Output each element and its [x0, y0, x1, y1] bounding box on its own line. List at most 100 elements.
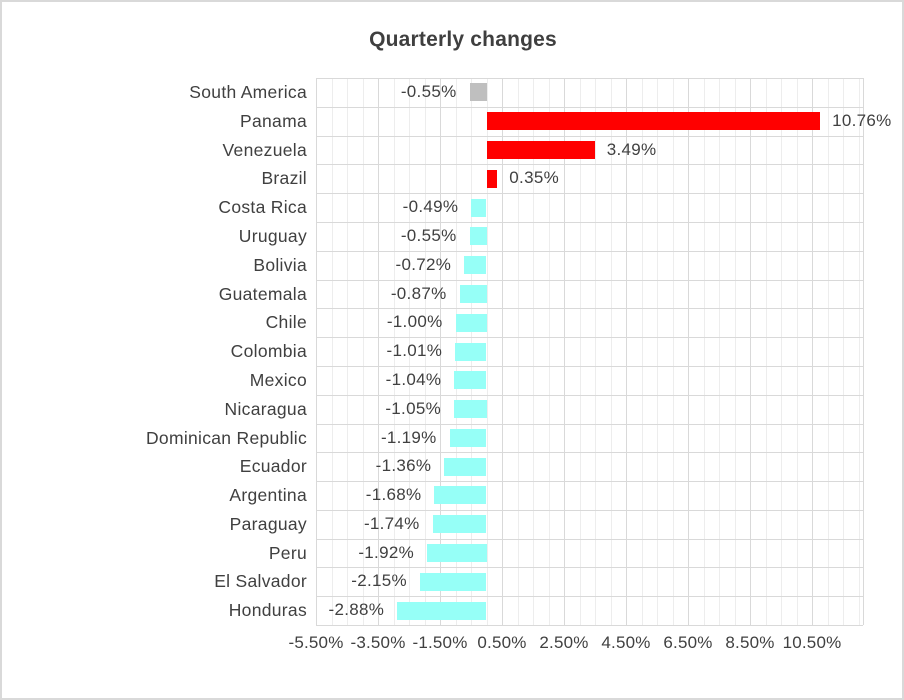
- bar-guatemala[interactable]: [459, 284, 487, 303]
- gridline-row: [316, 308, 863, 310]
- gridline-minor: [347, 78, 348, 625]
- data-label-bolivia: -0.72%: [395, 254, 452, 274]
- gridline-minor: [843, 78, 844, 625]
- data-label-peru: -1.92%: [358, 542, 414, 562]
- gridline-minor: [393, 78, 395, 625]
- gridline-minor: [657, 78, 658, 625]
- category-label-bolivia: Bolivia: [253, 254, 307, 275]
- x-tick-label: 6.50%: [663, 633, 713, 652]
- bar-bolivia[interactable]: [464, 256, 487, 275]
- category-label-south-america: South America: [189, 82, 307, 102]
- gridline-minor: [517, 78, 519, 625]
- gridline-row: [316, 135, 863, 137]
- data-label-uruguay: -0.55%: [400, 225, 457, 245]
- gridline-row: [316, 250, 863, 252]
- gridline-row: [316, 221, 863, 223]
- x-tick-label: -1.50%: [412, 633, 468, 652]
- gridline-minor: [703, 78, 705, 625]
- data-label-venezuela: 3.49%: [606, 139, 657, 159]
- bar-paraguay[interactable]: [432, 515, 487, 534]
- gridline-row: [316, 337, 863, 339]
- category-label-brazil: Brazil: [261, 168, 307, 189]
- gridline-minor: [734, 78, 736, 625]
- gridline-minor: [796, 78, 798, 625]
- bar-venezuela[interactable]: [486, 141, 595, 159]
- gridline-minor: [548, 78, 550, 625]
- bar-chile[interactable]: [455, 313, 487, 332]
- bar-peru[interactable]: [427, 544, 487, 562]
- category-label-colombia: Colombia: [230, 341, 307, 362]
- gridline-row: [316, 394, 863, 396]
- gridline-major: [750, 78, 751, 625]
- bar-costa-rica[interactable]: [471, 198, 487, 217]
- bar-panama[interactable]: [486, 112, 821, 131]
- gridline-row: [316, 164, 863, 166]
- data-label-nicaragua: -1.05%: [385, 398, 441, 418]
- bar-brazil[interactable]: [486, 169, 498, 188]
- value-axis: -5.50% -3.50% -1.50% 0.50% 2.50% 4.50% 6.50% 8.…: [288, 633, 863, 659]
- gridline-minor: [610, 78, 612, 625]
- bar-nicaragua[interactable]: [454, 400, 487, 419]
- bar-el-salvador[interactable]: [419, 572, 487, 591]
- gridline-row: [316, 625, 863, 626]
- gridline-row: [316, 509, 863, 511]
- category-label-el-salvador: El Salvador: [214, 571, 307, 592]
- gridline-minor: [362, 78, 364, 625]
- gridline-row: [316, 78, 863, 79]
- gridline-minor: [331, 78, 333, 625]
- bar-ecuador[interactable]: [444, 457, 487, 476]
- bar-honduras[interactable]: [397, 601, 487, 620]
- gridline-major: [564, 78, 565, 625]
- gridline-minor: [858, 78, 860, 625]
- bar-south-america[interactable]: [469, 83, 487, 102]
- category-label-honduras: Honduras: [228, 600, 307, 621]
- gridline-major: [812, 78, 813, 625]
- bar-mexico[interactable]: [454, 371, 487, 390]
- category-label-guatemala: Guatemala: [218, 283, 307, 304]
- category-label-dominican-republic: Dominican Republic: [145, 427, 307, 448]
- gridline-minor: [424, 78, 426, 625]
- data-label-chile: -1.00%: [386, 312, 443, 332]
- category-label-nicaragua: Nicaragua: [224, 398, 307, 419]
- gridline-minor: [641, 78, 643, 625]
- category-label-peru: Peru: [268, 542, 307, 563]
- data-label-paraguay: -1.74%: [363, 513, 420, 533]
- data-label-mexico: -1.04%: [385, 369, 442, 389]
- gridline-major: [626, 78, 627, 625]
- gridline-row: [316, 538, 863, 540]
- category-axis: South America Panama Venezuela Brazil Costa …: [2, 78, 307, 625]
- data-label-el-salvador: -2.15%: [351, 571, 407, 591]
- x-tick-label: -3.50%: [350, 633, 406, 652]
- category-label-venezuela: Venezuela: [222, 139, 307, 160]
- gridline-major: [502, 78, 503, 625]
- category-label-panama: Panama: [240, 110, 307, 131]
- gridline-row: [316, 596, 863, 598]
- category-label-ecuador: Ecuador: [239, 456, 307, 477]
- x-tick-label: 2.50%: [539, 633, 589, 652]
- data-label-guatemala: -0.87%: [390, 283, 447, 303]
- x-tick-label: 4.50%: [601, 633, 651, 652]
- category-label-chile: Chile: [265, 312, 307, 333]
- gridline-major: [440, 78, 441, 625]
- gridline-minor: [533, 78, 534, 625]
- data-label-honduras: -2.88%: [328, 600, 385, 620]
- gridline-row: [316, 193, 863, 195]
- bar-argentina[interactable]: [434, 486, 487, 505]
- gridline-major: [688, 78, 689, 625]
- bar-colombia[interactable]: [455, 342, 487, 361]
- gridline-minor: [719, 78, 720, 625]
- x-tick-label: 10.50%: [782, 633, 842, 652]
- gridline-minor: [781, 78, 782, 625]
- plot-area: -0.55% 10.76% 3.49% 0.35% -0.49% -0.55% -0.72%…: [316, 78, 891, 626]
- gridline-row: [316, 481, 863, 483]
- data-label-colombia: -1.01%: [386, 341, 443, 361]
- gridline-row: [316, 365, 863, 367]
- bar-uruguay[interactable]: [469, 227, 487, 246]
- data-label-costa-rica: -0.49%: [402, 197, 459, 217]
- gridline-row: [316, 567, 863, 569]
- data-label-dominican-republic: -1.19%: [380, 427, 437, 447]
- data-label-south-america: -0.55%: [400, 82, 457, 101]
- gridline-row: [316, 452, 863, 454]
- bar-dominican-republic[interactable]: [449, 428, 487, 447]
